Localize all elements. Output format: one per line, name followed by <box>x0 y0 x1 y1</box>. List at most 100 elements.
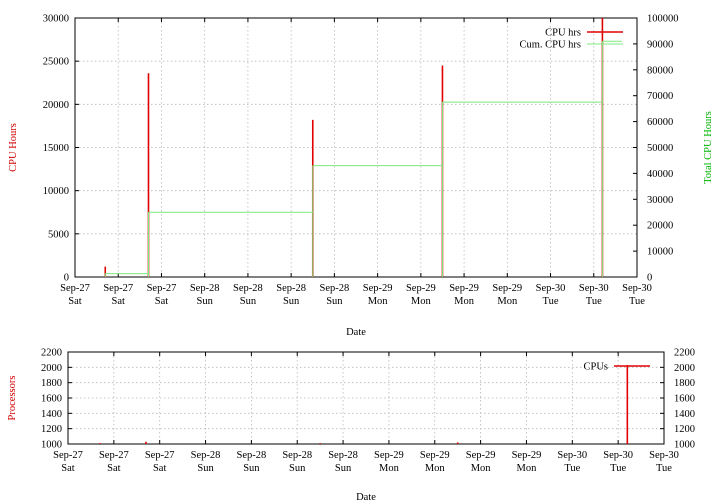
x-tick-label-day: Mon <box>379 463 400 474</box>
y-tick-label: 1800 <box>41 378 62 389</box>
x-tick-label-date: Sep-27 <box>103 283 133 294</box>
x-tick-label-date: Sep-27 <box>147 283 177 294</box>
legend-label: CPU hrs <box>545 28 581 39</box>
x-tick-label-date: Sep-28 <box>328 450 358 461</box>
x-tick-label-date: Sep-27 <box>99 450 129 461</box>
x-tick-label-date: Sep-29 <box>492 283 522 294</box>
x-tick-label-date: Sep-29 <box>449 283 479 294</box>
plot-frame <box>74 17 638 278</box>
x-tick-label-day: Tue <box>656 463 672 474</box>
x-axis-label: Date <box>346 327 366 338</box>
y2-tick-label: 0 <box>647 273 652 284</box>
y2-tick-label: 1400 <box>674 409 695 420</box>
x-tick-label-date: Sep-30 <box>579 283 609 294</box>
y2-tick-label: 20000 <box>647 221 673 232</box>
y-tick-label: 1600 <box>41 394 62 405</box>
y-tick-label: 2000 <box>41 363 62 374</box>
y2-tick-label: 50000 <box>647 143 673 154</box>
y2-tick-label: 70000 <box>647 91 673 102</box>
x-tick-label-day: Tue <box>610 463 626 474</box>
y2-tick-label: 1200 <box>674 424 695 435</box>
x-tick-label-date: Sep-30 <box>622 283 652 294</box>
x-tick-label-date: Sep-29 <box>512 450 542 461</box>
plot-frame <box>67 351 665 445</box>
x-tick-label-date: Sep-28 <box>237 450 267 461</box>
x-tick-label-date: Sep-29 <box>420 450 450 461</box>
y-axis-label: CPU Hours <box>8 123 19 172</box>
y2-tick-label: 60000 <box>647 117 673 128</box>
x-tick-label-date: Sep-29 <box>466 450 496 461</box>
y2-tick-label: 10000 <box>647 247 673 258</box>
x-tick-label-date: Sep-30 <box>557 450 587 461</box>
y-tick-label: 5000 <box>48 229 69 240</box>
x-tick-label-day: Sat <box>112 296 126 307</box>
x-tick-label-day: Sat <box>107 463 121 474</box>
x-tick-label-date: Sep-28 <box>233 283 263 294</box>
x-tick-label-date: Sep-29 <box>406 283 436 294</box>
x-tick-label-day: Tue <box>564 463 580 474</box>
legend-label: CPUs <box>583 362 608 373</box>
y2-tick-label: 40000 <box>647 169 673 180</box>
x-tick-label-day: Sat <box>155 296 169 307</box>
x-tick-label-date: Sep-27 <box>145 450 175 461</box>
y2-tick-label: 1600 <box>674 394 695 405</box>
x-tick-label-day: Sun <box>243 463 260 474</box>
y-tick-label: 30000 <box>43 14 69 25</box>
x-tick-label-day: Sun <box>197 463 214 474</box>
y-tick-label: 20000 <box>43 100 69 111</box>
x-tick-label-date: Sep-27 <box>60 283 90 294</box>
x-tick-label-day: Sun <box>326 296 343 307</box>
x-tick-label-day: Sat <box>153 463 167 474</box>
x-tick-label-date: Sep-28 <box>276 283 306 294</box>
x-tick-label-date: Sep-27 <box>53 450 83 461</box>
y-tick-label: 10000 <box>43 186 69 197</box>
x-tick-label-day: Sun <box>289 463 306 474</box>
y-tick-label: 0 <box>64 273 69 284</box>
x-tick-label-day: Tue <box>586 296 602 307</box>
y2-tick-label: 90000 <box>647 39 673 50</box>
x-tick-label-day: Sun <box>283 296 300 307</box>
x-tick-label-day: Mon <box>368 296 389 307</box>
y2-tick-label: 100000 <box>647 14 679 25</box>
y-tick-label: 15000 <box>43 143 69 154</box>
x-tick-label-day: Sun <box>240 296 257 307</box>
y-tick-label: 2200 <box>41 348 62 359</box>
x-tick-label-day: Mon <box>411 296 432 307</box>
x-tick-label-date: Sep-30 <box>603 450 633 461</box>
x-tick-label-day: Mon <box>454 296 475 307</box>
x-axis-label: Date <box>356 492 376 503</box>
y2-tick-label: 2000 <box>674 363 695 374</box>
x-tick-label-date: Sep-29 <box>363 283 393 294</box>
y-tick-label: 1200 <box>41 424 62 435</box>
x-tick-label-day: Tue <box>543 296 559 307</box>
y-tick-label: 25000 <box>43 57 69 68</box>
y-tick-label: 1400 <box>41 409 62 420</box>
x-tick-label-day: Mon <box>425 463 446 474</box>
y-axis-label: Processors <box>7 376 18 421</box>
y2-tick-label: 2200 <box>674 348 695 359</box>
legend-label: Cum. CPU hrs <box>519 40 581 51</box>
x-tick-label-date: Sep-28 <box>190 283 220 294</box>
x-tick-label-day: Mon <box>471 463 492 474</box>
x-tick-label-day: Sun <box>197 296 214 307</box>
x-tick-label-day: Sat <box>68 296 82 307</box>
x-tick-label-day: Mon <box>497 296 518 307</box>
x-tick-label-date: Sep-30 <box>649 450 679 461</box>
y2-tick-label: 1000 <box>674 440 695 451</box>
x-tick-label-date: Sep-28 <box>191 450 221 461</box>
x-tick-label-day: Sun <box>335 463 352 474</box>
x-tick-label-day: Mon <box>517 463 538 474</box>
y2-axis-label: Total CPU Hours <box>703 111 714 184</box>
y-tick-label: 1000 <box>41 440 62 451</box>
x-tick-label-date: Sep-28 <box>282 450 312 461</box>
x-tick-label-date: Sep-28 <box>320 283 350 294</box>
x-tick-label-day: Tue <box>629 296 645 307</box>
y2-tick-label: 80000 <box>647 65 673 76</box>
y2-tick-label: 1800 <box>674 378 695 389</box>
x-tick-label-date: Sep-29 <box>374 450 404 461</box>
y2-tick-label: 30000 <box>647 195 673 206</box>
x-tick-label-date: Sep-30 <box>536 283 566 294</box>
x-tick-label-day: Sat <box>61 463 75 474</box>
